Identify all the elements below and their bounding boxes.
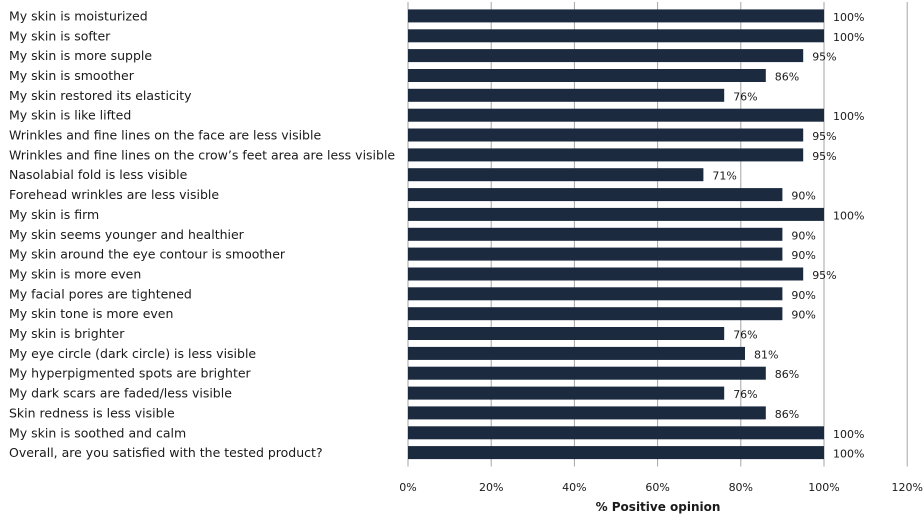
category-label: Overall, are you satisfied with the test…	[9, 445, 323, 460]
value-label: 100%	[833, 110, 864, 123]
bar	[408, 128, 804, 142]
category-label: Wrinkles and fine lines on the crow’s fe…	[9, 147, 395, 162]
category-label: My skin is brighter	[9, 326, 125, 341]
value-label: 100%	[833, 448, 864, 461]
bar	[408, 9, 824, 23]
x-tick-label: 20%	[479, 481, 503, 494]
category-label: My skin is smoother	[9, 68, 135, 83]
value-label: 95%	[812, 51, 836, 64]
value-label: 100%	[833, 428, 864, 441]
bar	[408, 446, 824, 460]
value-label: 95%	[812, 130, 836, 143]
category-label: My skin is like lifted	[9, 108, 131, 123]
category-label: Skin redness is less visible	[9, 405, 175, 420]
bar	[408, 88, 725, 102]
category-label: Nasolabial fold is less visible	[9, 167, 188, 182]
x-tick-label: 120%	[891, 481, 922, 494]
category-label: My skin around the eye contour is smooth…	[9, 247, 286, 262]
value-label: 86%	[775, 71, 799, 84]
category-label: My skin tone is more even	[9, 306, 173, 321]
value-label: 76%	[733, 90, 757, 103]
bar	[408, 108, 824, 122]
bar	[408, 327, 725, 340]
category-labels: My skin is moisturized My skin is softer M…	[9, 8, 395, 460]
x-tick-label: 100%	[808, 481, 839, 494]
value-label: 76%	[733, 388, 757, 401]
bar	[408, 406, 766, 420]
category-label: Forehead wrinkles are less visible	[9, 187, 219, 202]
value-label: 95%	[812, 150, 836, 163]
category-label: My skin is more supple	[9, 48, 152, 63]
bar	[408, 287, 783, 301]
x-tick-label: 0%	[399, 481, 416, 494]
category-label: My hyperpigmented spots are brighter	[9, 366, 252, 381]
value-label: 90%	[791, 190, 815, 203]
value-label: 90%	[791, 229, 815, 242]
bar	[408, 49, 804, 63]
x-axis-ticks: 0% 20% 40% 60% 80% 100% 120%	[399, 481, 923, 494]
category-label: My dark scars are faded/less visible	[9, 386, 232, 401]
category-label: Wrinkles and fine lines on the face are …	[9, 128, 321, 143]
value-label: 86%	[775, 408, 799, 421]
x-tick-label: 40%	[562, 481, 586, 494]
value-label: 90%	[791, 289, 815, 302]
value-label: 81%	[754, 348, 778, 361]
bar	[408, 29, 824, 43]
bar	[408, 168, 704, 182]
value-label: 100%	[833, 209, 864, 222]
category-label: My skin is softer	[9, 28, 111, 43]
bar	[408, 227, 783, 241]
x-tick-label: 60%	[645, 481, 669, 494]
value-label: 76%	[733, 329, 757, 342]
bar	[408, 346, 745, 360]
value-label: 86%	[775, 368, 799, 381]
value-labels: 100% 100% 95% 86% 76% 100% 95% 95% 71% 90% 100% 90%…	[712, 11, 864, 461]
x-tick-label: 80%	[729, 481, 753, 494]
bar	[408, 188, 783, 202]
category-label: My skin is moisturized	[9, 8, 148, 23]
value-label: 95%	[812, 269, 836, 282]
value-label: 71%	[712, 170, 736, 183]
bar	[408, 207, 824, 221]
category-label: My skin seems younger and healthier	[9, 227, 245, 242]
x-axis-title: % Positive opinion	[596, 500, 721, 514]
bar	[408, 307, 783, 321]
value-label: 90%	[791, 309, 815, 322]
bar	[408, 426, 824, 440]
category-label: My skin is firm	[9, 207, 99, 222]
value-label: 90%	[791, 249, 815, 262]
category-label: My skin restored its elasticity	[9, 88, 192, 103]
value-label: 100%	[833, 31, 864, 44]
category-label: My skin is soothed and calm	[9, 425, 186, 440]
category-label: My skin is more even	[9, 267, 141, 282]
bar	[408, 148, 804, 162]
bar	[408, 69, 766, 82]
category-label: My eye circle (dark circle) is less visi…	[9, 346, 256, 361]
bar	[408, 267, 804, 281]
value-label: 100%	[833, 11, 864, 24]
category-label: My facial pores are tightened	[9, 286, 192, 301]
bar	[408, 386, 725, 400]
bar	[408, 247, 783, 261]
bar	[408, 366, 766, 380]
bars	[408, 9, 824, 460]
